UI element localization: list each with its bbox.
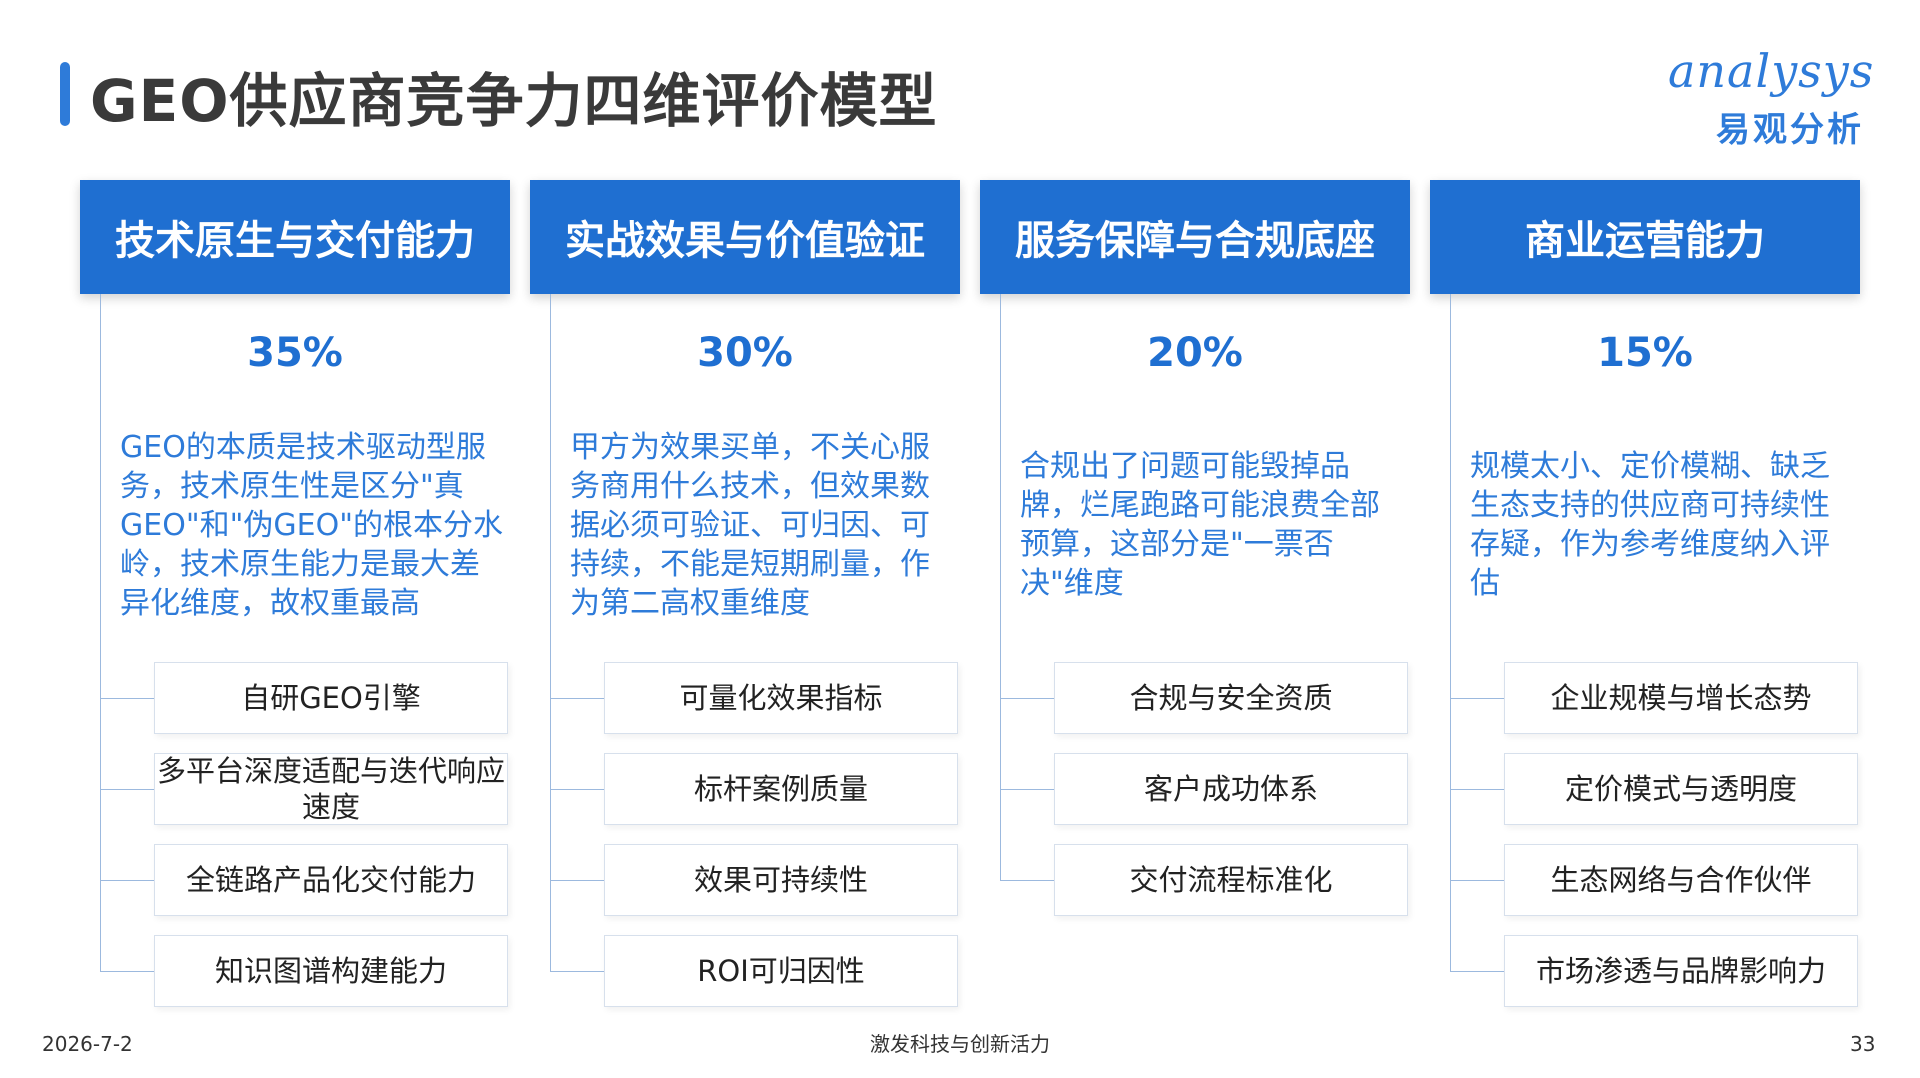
sub-indicator-box: 市场渗透与品牌影响力 bbox=[1504, 935, 1858, 1007]
sub-indicator-box: 效果可持续性 bbox=[604, 844, 958, 916]
analysys-logo: analysys 易观分析 bbox=[1660, 44, 1880, 150]
sub-indicator-box: 标杆案例质量 bbox=[604, 753, 958, 825]
dimension-description-text: 合规出了问题可能毁掉品牌，烂尾跑路可能浪费全部预算，这部分是"一票否决"维度 bbox=[1020, 449, 1380, 601]
sub-indicator-label: 客户成功体系 bbox=[1143, 772, 1318, 806]
dimension-weight: 30% bbox=[697, 330, 793, 376]
dimension-description: 规模太小、定价模糊、缺乏生态支持的供应商可持续性存疑，作为参考维度纳入评估 bbox=[1470, 425, 1855, 625]
sub-indicator-label: 多平台深度适配与迭代响应速度 bbox=[156, 754, 505, 824]
tree-branch-line bbox=[1000, 698, 1056, 699]
tree-branch-line bbox=[550, 880, 606, 881]
sub-indicator-label: 标杆案例质量 bbox=[693, 772, 868, 806]
sub-indicator-box: 全链路产品化交付能力 bbox=[154, 844, 508, 916]
sub-indicator-box: 可量化效果指标 bbox=[604, 662, 958, 734]
sub-indicator-box: ROI可归因性 bbox=[604, 935, 958, 1007]
tree-branch-line bbox=[100, 971, 156, 972]
logo-english: analysys bbox=[1668, 44, 1875, 98]
dimension-header: 服务保障与合规底座 bbox=[980, 180, 1410, 294]
footer-date: 2026-7-2 bbox=[42, 1032, 133, 1056]
dimension-column: 实战效果与价值验证 30% 甲方为效果买单，不关心服务商用什么技术，但效果数据必须可… bbox=[530, 180, 960, 1020]
sub-indicator-label: 全链路产品化交付能力 bbox=[185, 863, 476, 897]
dimension-weight: 35% bbox=[247, 330, 343, 376]
dimension-column: 技术原生与交付能力 35% GEO的本质是技术驱动型服务，技术原生性是区分"真GEO… bbox=[80, 180, 510, 1020]
tree-branch-line bbox=[1450, 971, 1506, 972]
sub-indicator-label: 生态网络与合作伙伴 bbox=[1550, 863, 1812, 897]
dimension-description: 甲方为效果买单，不关心服务商用什么技术，但效果数据必须可验证、可归因、可持续，不… bbox=[570, 425, 955, 625]
dimension-weight: 20% bbox=[1147, 330, 1243, 376]
sub-indicator-label: 企业规模与增长态势 bbox=[1550, 681, 1812, 715]
tree-branch-line bbox=[100, 698, 156, 699]
tree-branch-line bbox=[1450, 698, 1506, 699]
sub-indicator-box: 交付流程标准化 bbox=[1054, 844, 1408, 916]
dimension-column: 商业运营能力 15% 规模太小、定价模糊、缺乏生态支持的供应商可持续性存疑，作为参考… bbox=[1430, 180, 1860, 1020]
logo-chinese: 易观分析 bbox=[1716, 110, 1864, 150]
page-number: 33 bbox=[1850, 1032, 1876, 1056]
tree-branch-line bbox=[1450, 880, 1506, 881]
tree-branch-line bbox=[550, 971, 606, 972]
sub-indicator-label: 可量化效果指标 bbox=[679, 681, 883, 715]
sub-indicator-label: 合规与安全资质 bbox=[1129, 681, 1333, 715]
page-title: GEO供应商竞争力四维评价模型 bbox=[90, 67, 938, 135]
footer-slogan: 激发科技与创新活力 bbox=[870, 1032, 1050, 1056]
dimension-description-text: GEO的本质是技术驱动型服务，技术原生性是区分"真GEO"和"伪GEO"的根本分… bbox=[120, 429, 504, 621]
tree-branch-line bbox=[1000, 789, 1056, 790]
dimension-header: 商业运营能力 bbox=[1430, 180, 1860, 294]
tree-branch-line bbox=[550, 789, 606, 790]
sub-indicator-box: 多平台深度适配与迭代响应速度 bbox=[154, 753, 508, 825]
dimension-description-text: 甲方为效果买单，不关心服务商用什么技术，但效果数据必须可验证、可归因、可持续，不… bbox=[570, 429, 930, 621]
sub-indicator-box: 生态网络与合作伙伴 bbox=[1504, 844, 1858, 916]
tree-branch-line bbox=[1000, 880, 1056, 881]
sub-indicator-label: 自研GEO引擎 bbox=[241, 681, 421, 715]
sub-indicator-box: 定价模式与透明度 bbox=[1504, 753, 1858, 825]
tree-connector-line bbox=[550, 294, 551, 971]
sub-indicator-label: 定价模式与透明度 bbox=[1564, 772, 1797, 806]
sub-indicator-box: 企业规模与增长态势 bbox=[1504, 662, 1858, 734]
tree-connector-line bbox=[1450, 294, 1451, 971]
tree-connector-line bbox=[100, 294, 101, 971]
dimension-column: 服务保障与合规底座 20% 合规出了问题可能毁掉品牌，烂尾跑路可能浪费全部预算，这部… bbox=[980, 180, 1410, 1020]
sub-indicator-box: 知识图谱构建能力 bbox=[154, 935, 508, 1007]
sub-indicator-box: 客户成功体系 bbox=[1054, 753, 1408, 825]
sub-indicator-box: 合规与安全资质 bbox=[1054, 662, 1408, 734]
sub-indicator-label: 效果可持续性 bbox=[693, 863, 868, 897]
dimension-weight: 15% bbox=[1597, 330, 1693, 376]
dimension-description-text: 规模太小、定价模糊、缺乏生态支持的供应商可持续性存疑，作为参考维度纳入评估 bbox=[1470, 449, 1830, 601]
dimension-header: 实战效果与价值验证 bbox=[530, 180, 960, 294]
title-accent-bar bbox=[60, 62, 70, 126]
tree-branch-line bbox=[100, 880, 156, 881]
tree-branch-line bbox=[100, 789, 156, 790]
sub-indicator-label: 交付流程标准化 bbox=[1129, 863, 1333, 897]
sub-indicator-label: 市场渗透与品牌影响力 bbox=[1535, 954, 1826, 988]
sub-indicator-label: 知识图谱构建能力 bbox=[214, 954, 447, 988]
tree-branch-line bbox=[550, 698, 606, 699]
sub-indicator-label: ROI可归因性 bbox=[697, 954, 865, 988]
dimension-description: GEO的本质是技术驱动型服务，技术原生性是区分"真GEO"和"伪GEO"的根本分… bbox=[120, 425, 505, 625]
dimension-header: 技术原生与交付能力 bbox=[80, 180, 510, 294]
tree-connector-line bbox=[1000, 294, 1001, 880]
tree-branch-line bbox=[1450, 789, 1506, 790]
sub-indicator-box: 自研GEO引擎 bbox=[154, 662, 508, 734]
dimension-description: 合规出了问题可能毁掉品牌，烂尾跑路可能浪费全部预算，这部分是"一票否决"维度 bbox=[1020, 425, 1405, 625]
